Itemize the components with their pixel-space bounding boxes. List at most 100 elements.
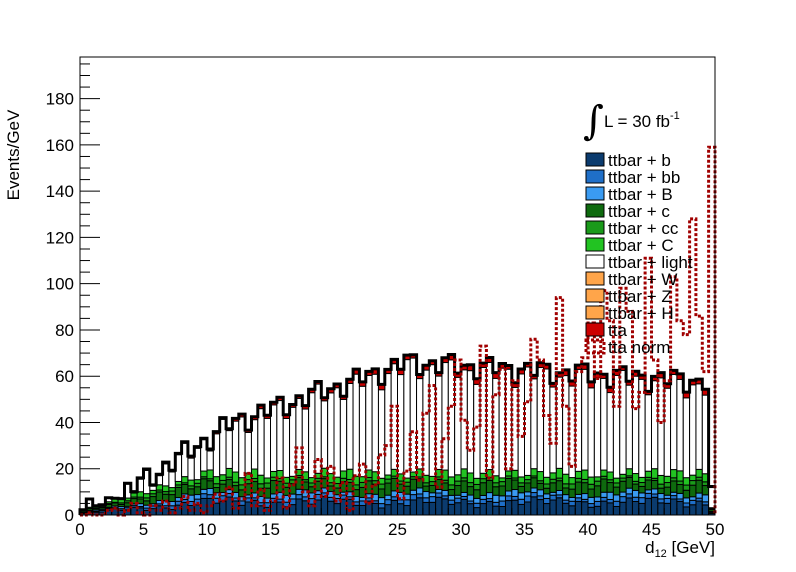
bar-ttbar-bb xyxy=(377,503,386,509)
y-tick-label: 60 xyxy=(55,367,74,386)
bar-ttbar-bb xyxy=(625,493,633,499)
y-tick-label: 0 xyxy=(65,506,74,525)
bar-ttbar-b xyxy=(384,494,392,501)
bar-ttbar-c xyxy=(651,479,659,490)
bar-ttbar-c xyxy=(676,470,684,482)
legend-entry: ttbar + light xyxy=(585,253,693,272)
bar-ttbar-b xyxy=(212,502,221,516)
bar-ttbar-c xyxy=(422,485,430,493)
x-tick-label: 0 xyxy=(75,520,84,539)
y-tick-label: 120 xyxy=(46,228,74,247)
bar-ttbar-b xyxy=(593,496,602,502)
bar-ttbar-light xyxy=(339,398,348,472)
bar-ttbar-c xyxy=(187,479,195,487)
legend-label: ttbar + Z xyxy=(608,287,672,306)
bar-ttbar-c xyxy=(600,469,608,477)
stacked-bars xyxy=(78,353,716,516)
bar-ttbar-b xyxy=(555,490,564,496)
bar-ttbar-b xyxy=(390,499,398,516)
bar-ttbar-c xyxy=(466,486,475,496)
bar-ttbar-cc xyxy=(231,481,240,487)
bar-ttbar-b xyxy=(416,497,424,516)
bar-ttbar-b xyxy=(543,493,551,499)
bar-ttbar-b xyxy=(568,505,576,516)
bar-ttbar-bb xyxy=(447,499,456,505)
bar-ttbar-bb xyxy=(587,503,595,508)
bar-ttbar-light xyxy=(587,387,595,478)
bar-ttbar-b xyxy=(460,498,468,516)
bar-ttbar-c xyxy=(270,470,278,478)
bar-ttbar-b xyxy=(473,507,481,516)
bar-ttbar-bb xyxy=(409,494,418,501)
bar-ttbar-c xyxy=(644,470,653,478)
y-tick-label: 140 xyxy=(46,182,74,201)
bar-ttbar-cc xyxy=(549,478,557,484)
bar-ttbar-light xyxy=(225,430,233,469)
bar-ttbar-b xyxy=(638,502,646,516)
bar-ttbar-cc xyxy=(219,479,227,485)
legend-entry: tta xyxy=(585,321,627,340)
bar-ttbar-b xyxy=(625,497,633,516)
bar-ttbar-b xyxy=(422,491,430,499)
bar-ttbar-c xyxy=(174,486,183,499)
bar-ttbar-cc xyxy=(568,483,576,490)
bar-ttbar-b xyxy=(504,500,513,516)
bar-ttbar-b xyxy=(409,489,418,496)
bar-ttbar-b xyxy=(593,505,602,516)
bar-ttbar-c xyxy=(181,484,189,495)
bar-ttbar-b xyxy=(663,502,672,516)
bar-ttbar-c xyxy=(612,477,621,484)
bar-ttbar-c xyxy=(530,477,538,489)
legend-entry: ttbar + B xyxy=(585,185,673,204)
bar-ttbar-bb xyxy=(663,497,672,504)
bar-ttbar-c xyxy=(593,476,602,482)
bar-ttbar-bb xyxy=(600,496,608,502)
bar-ttbar-light xyxy=(682,397,691,479)
bar-ttbar-b xyxy=(371,502,379,516)
luminosity-exponent: -1 xyxy=(670,110,680,122)
bar-ttbar-b xyxy=(428,492,437,498)
bar-ttbar-cc xyxy=(492,482,500,488)
bar-ttbar-c xyxy=(257,474,265,485)
bar-ttbar-b xyxy=(581,493,589,500)
bar-ttbar-c xyxy=(504,477,513,492)
bar-ttbar-light xyxy=(352,373,360,477)
bar-ttbar-light xyxy=(454,376,462,476)
bar-ttbar-c xyxy=(695,479,703,494)
bar-ttbar-bb xyxy=(593,500,602,507)
bar-ttbar-b xyxy=(695,492,703,499)
x-tick-label: 5 xyxy=(139,520,148,539)
integral-symbol: ∫ xyxy=(583,98,604,144)
bar-ttbar-cc xyxy=(593,480,602,487)
bar-ttbar-bb xyxy=(295,494,303,500)
bar-ttbar-b xyxy=(441,498,449,516)
legend-label: ttbar + c xyxy=(608,202,670,221)
bar-ttbar-b xyxy=(384,504,392,516)
bar-ttbar-c xyxy=(549,472,557,480)
bar-ttbar-c xyxy=(504,470,513,477)
bar-ttbar-b xyxy=(219,500,227,516)
bar-ttbar-c xyxy=(593,485,602,498)
bar-ttbar-c xyxy=(631,473,640,482)
bar-ttbar-b xyxy=(695,500,703,516)
bar-ttbar-cc xyxy=(689,480,697,486)
bar-ttbar-c xyxy=(193,486,202,496)
legend-entry: ttbar + b xyxy=(585,151,671,170)
bar-ttbar-b xyxy=(543,503,551,516)
legend-entry: ttbar + c xyxy=(585,202,670,221)
bar-ttbar-light xyxy=(600,377,608,471)
bar-ttbar-b xyxy=(517,503,526,516)
bar-ttbar-light xyxy=(651,380,659,470)
bar-ttbar-c xyxy=(212,476,221,485)
bar-ttbar-b xyxy=(606,491,614,500)
bar-ttbar-light xyxy=(282,417,291,478)
bar-ttbar-bb xyxy=(543,497,551,505)
bar-ttbar-b xyxy=(466,503,475,516)
bar-ttbar-bb xyxy=(422,497,430,503)
bar-ttbar-c xyxy=(384,474,392,480)
bar-ttbar-b xyxy=(295,498,303,516)
legend-entry: ttbar + C xyxy=(585,236,674,255)
bar-ttbar-b xyxy=(524,491,532,497)
bar-ttbar-c xyxy=(511,469,519,479)
bar-ttbar-bb xyxy=(492,501,500,507)
